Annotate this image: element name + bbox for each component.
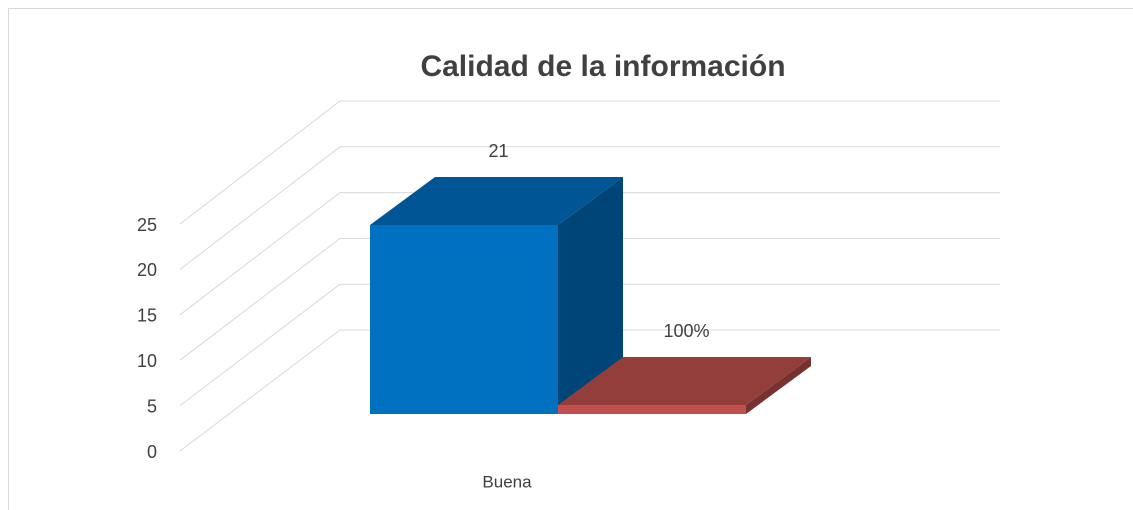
grid-line <box>179 329 341 452</box>
grid-line <box>179 283 341 406</box>
y-tick-label: 25 <box>137 215 157 235</box>
data-label: 21 <box>488 141 508 161</box>
y-tick-label: 0 <box>147 442 157 462</box>
bar-top <box>558 357 811 405</box>
y-tick-label: 5 <box>147 396 157 416</box>
bar-side <box>558 177 623 414</box>
bar <box>370 225 558 414</box>
data-label: 100% <box>663 321 709 341</box>
grid-line <box>179 192 341 316</box>
bar <box>558 405 746 414</box>
x-tick-label: Buena <box>482 472 532 491</box>
chart-title: Calidad de la información <box>420 50 785 83</box>
grid-line <box>179 100 341 225</box>
y-tick-label: 15 <box>137 306 157 326</box>
bar-top <box>370 177 623 225</box>
y-tick-label: 10 <box>137 351 157 371</box>
chart-border <box>8 8 1133 510</box>
bar-side <box>746 357 811 414</box>
grid-line <box>179 146 341 270</box>
y-tick-label: 20 <box>137 260 157 280</box>
grid-line <box>179 238 341 361</box>
